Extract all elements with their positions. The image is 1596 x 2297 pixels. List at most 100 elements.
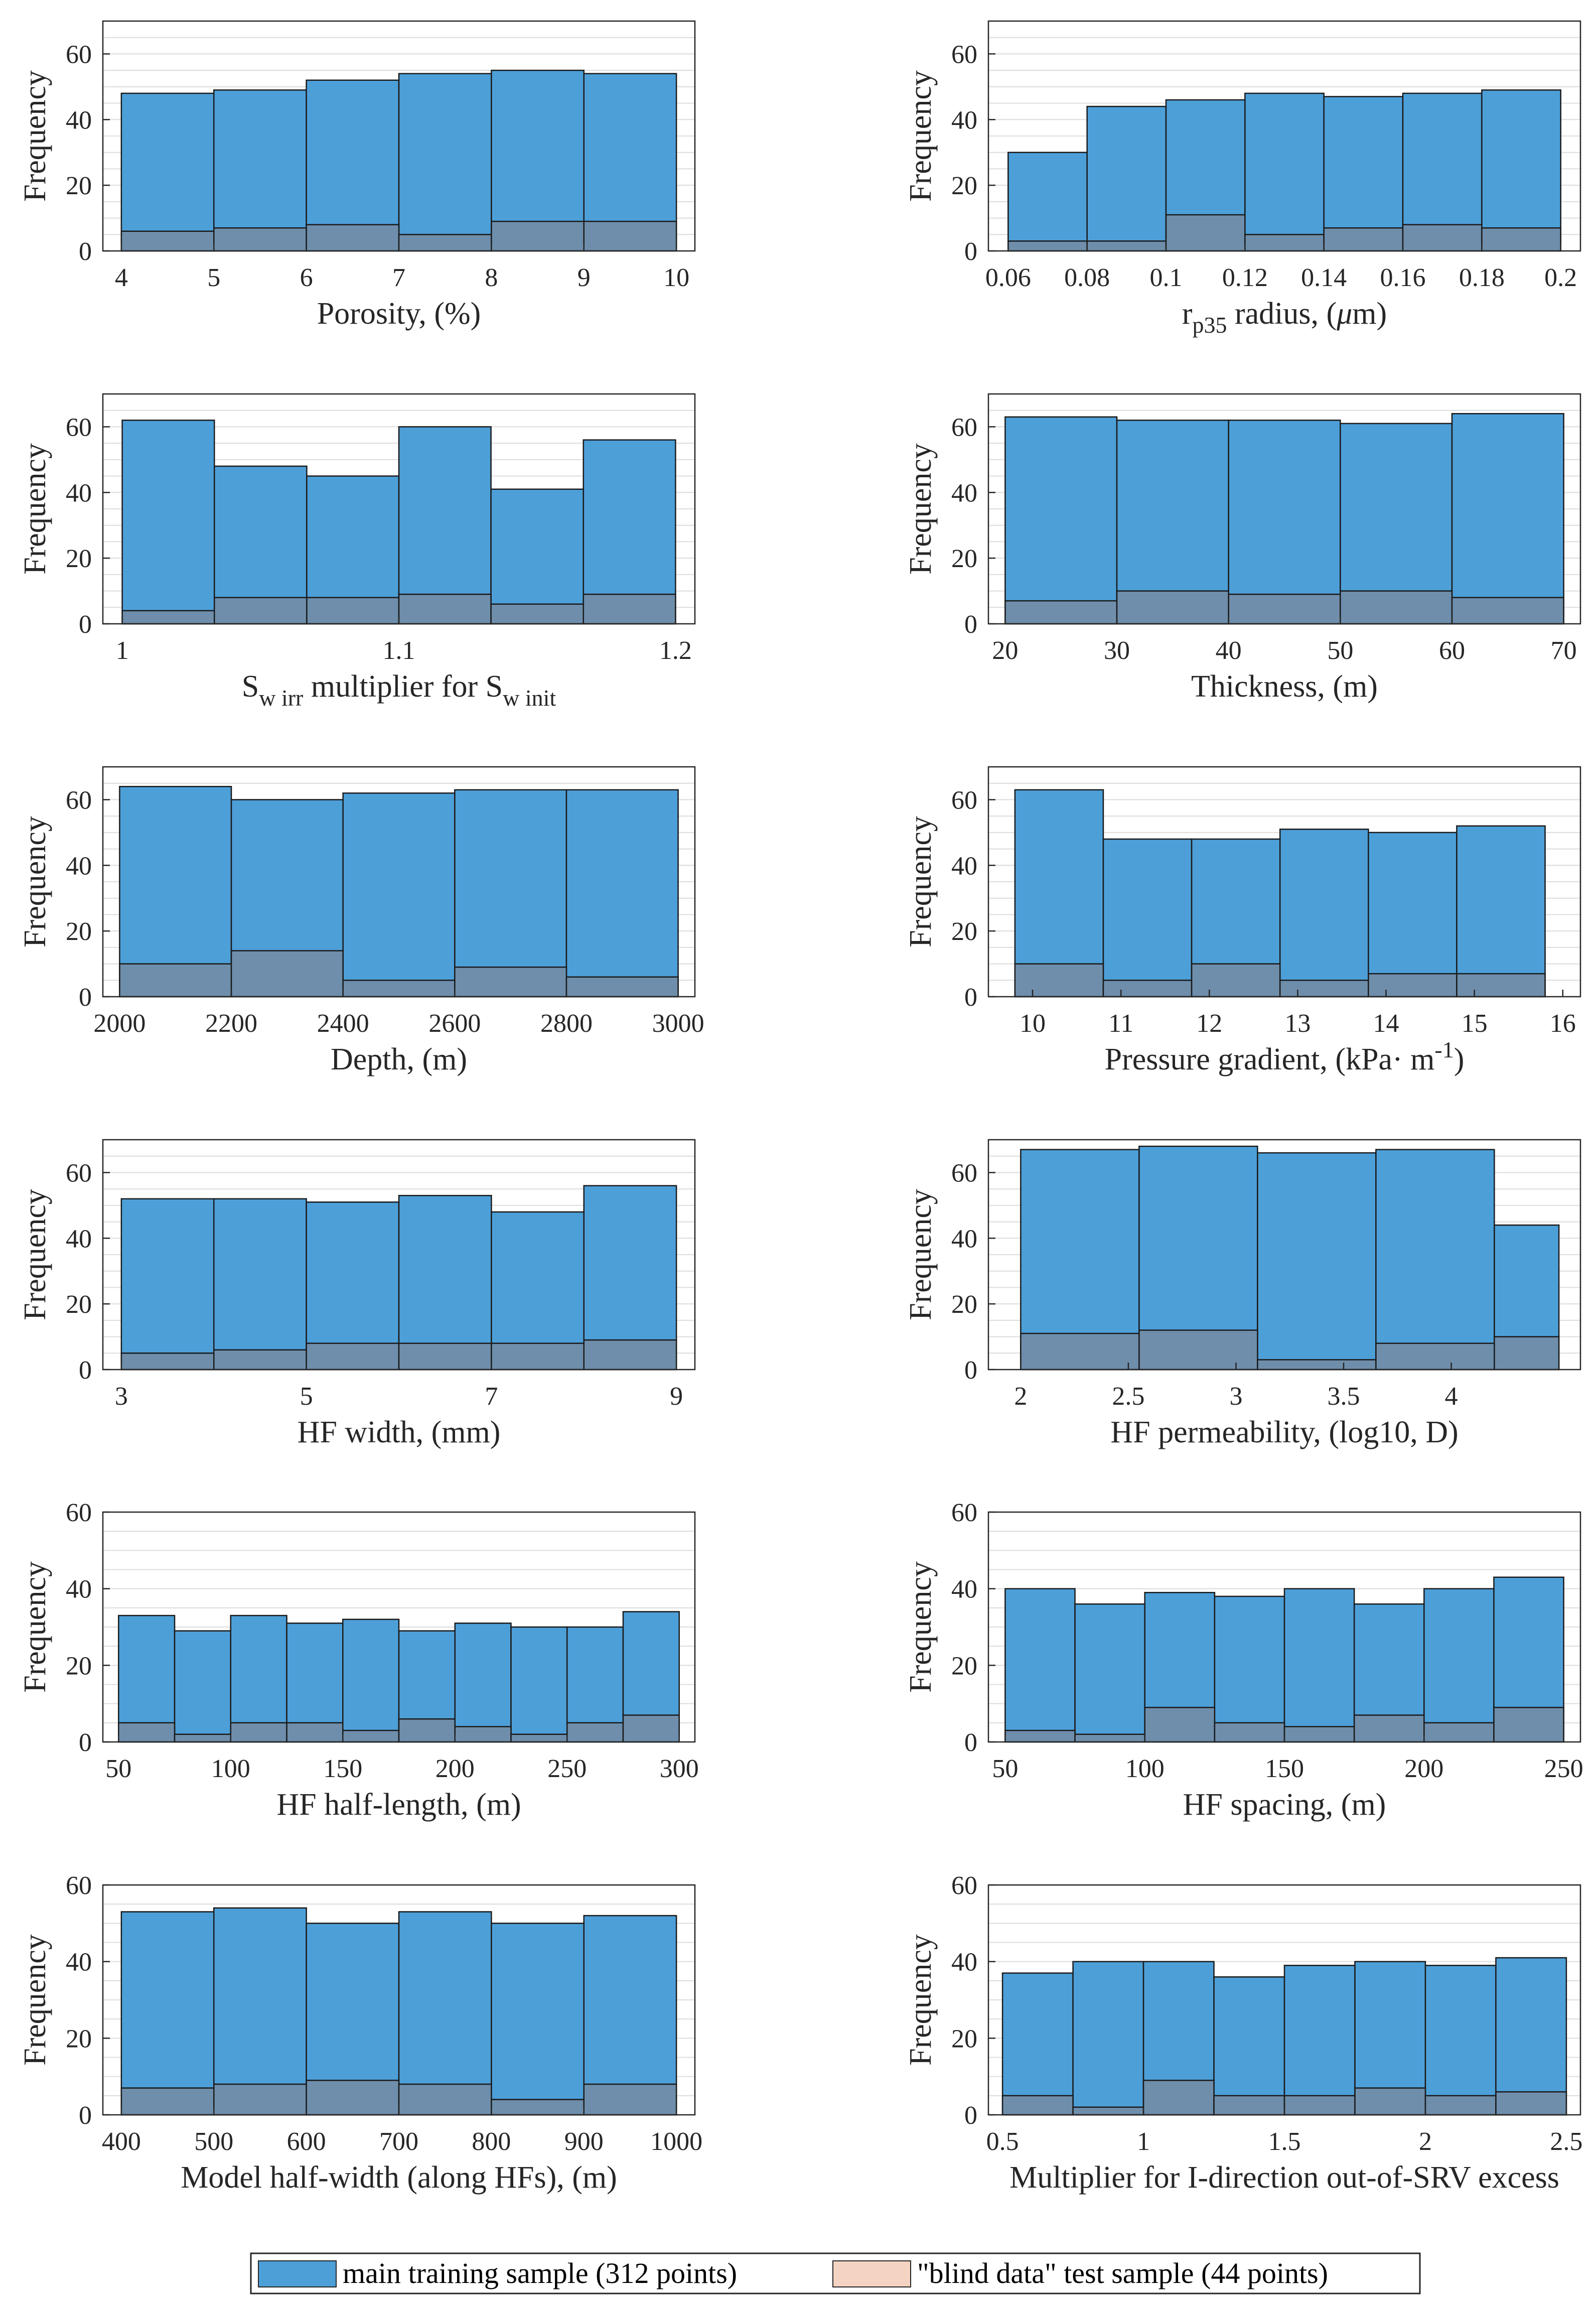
x-tick-label: 8 bbox=[485, 263, 498, 292]
x-axis-label: Sw irr multiplier for Sw init bbox=[242, 669, 556, 711]
histogram-panel: 0 20 40 60 3 5 7 9 Frequency HF width, (mm) bbox=[18, 1139, 696, 1449]
x-axis-label: Thickness, (m) bbox=[1191, 669, 1378, 704]
blind-bar bbox=[491, 220, 585, 252]
y-tick-label: 0 bbox=[964, 1728, 977, 1757]
y-tick-label: 0 bbox=[79, 2101, 92, 2130]
blind-bar bbox=[1368, 973, 1458, 998]
axes-frame bbox=[987, 20, 1581, 252]
main-bar bbox=[1495, 1957, 1567, 2116]
y-tick-label: 40 bbox=[66, 1948, 92, 1977]
x-tick-label: 50 bbox=[992, 1754, 1018, 1783]
x-tick-label: 70 bbox=[1551, 636, 1577, 665]
x-tick-label: 50 bbox=[1327, 636, 1353, 665]
x-tick-label: 300 bbox=[660, 1754, 699, 1783]
blind-bar bbox=[1020, 1332, 1140, 1371]
blind-bar bbox=[213, 1349, 307, 1371]
x-tick-label: 1 bbox=[116, 636, 129, 665]
blind-bar bbox=[120, 230, 215, 252]
y-axis-label: Frequency bbox=[18, 1934, 52, 2066]
y-tick-label: 0 bbox=[964, 237, 977, 266]
x-tick-label: 50 bbox=[105, 1754, 131, 1783]
y-tick-label: 20 bbox=[951, 172, 977, 200]
y-tick-label: 0 bbox=[964, 1356, 977, 1385]
y-tick-label: 20 bbox=[951, 1652, 977, 1680]
y-axis-label: Frequency bbox=[904, 1561, 938, 1693]
x-tick-label: 16 bbox=[1550, 1009, 1576, 1038]
y-tick-label: 60 bbox=[66, 40, 92, 69]
main-bar bbox=[1001, 1972, 1074, 2116]
x-tick-label: 100 bbox=[211, 1754, 250, 1783]
main-bar bbox=[1323, 96, 1404, 252]
y-tick-label: 40 bbox=[951, 1225, 977, 1253]
blind-bar bbox=[510, 1733, 568, 1743]
main-bar bbox=[1456, 825, 1546, 998]
x-tick-label: 40 bbox=[1216, 636, 1242, 665]
axes-frame bbox=[102, 1511, 696, 1743]
y-tick-label: 60 bbox=[66, 1159, 92, 1187]
main-bar bbox=[213, 1907, 307, 2116]
x-tick-label: 10 bbox=[663, 263, 689, 292]
x-tick-label: 60 bbox=[1439, 636, 1465, 665]
x-axis-label: Depth, (m) bbox=[331, 1042, 467, 1076]
x-tick-label: 150 bbox=[323, 1754, 362, 1783]
blind-bar bbox=[1004, 600, 1118, 625]
histogram-panel: 0 20 40 60 10 11 12 13 14 15 16 Frequency Pressure g… bbox=[904, 766, 1581, 1076]
main-bar bbox=[583, 1185, 677, 1371]
x-tick-label: 10 bbox=[1020, 1009, 1046, 1038]
y-tick-label: 0 bbox=[964, 983, 977, 1012]
blind-bar bbox=[1072, 2106, 1144, 2116]
histogram-panel: 0 20 40 60 0.06 0.08 0.1 0.12 0.14 0.16 0.18 0.2 Fre… bbox=[904, 20, 1581, 338]
y-axis-label: Frequency bbox=[18, 1561, 52, 1693]
x-axis-label: Multiplier for I-direction out-of-SRV ex… bbox=[1009, 2160, 1559, 2195]
x-tick-label: 0.1 bbox=[1150, 263, 1183, 292]
main-bar bbox=[398, 1194, 492, 1371]
x-axis-label: Model half-width (along HFs), (m) bbox=[181, 2160, 617, 2195]
x-tick-label: 3 bbox=[115, 1382, 128, 1411]
x-tick-label: 250 bbox=[1544, 1754, 1583, 1783]
x-tick-label: 2.5 bbox=[1112, 1382, 1144, 1411]
blind-bar bbox=[1144, 1707, 1216, 1743]
x-tick-label: 0.06 bbox=[985, 263, 1031, 292]
main-bar bbox=[120, 92, 215, 252]
x-tick-label: 3.5 bbox=[1328, 1382, 1360, 1411]
y-tick-label: 60 bbox=[66, 1871, 92, 1900]
y-axis-label: Frequency bbox=[18, 443, 52, 575]
blind-bar bbox=[583, 593, 676, 625]
x-tick-label: 0.14 bbox=[1301, 263, 1347, 292]
histogram-panel: 0 20 40 60 0.5 1 1.5 2 2.5 Frequency Multiplier fo… bbox=[904, 1871, 1582, 2195]
axes-frame bbox=[102, 766, 696, 998]
blind-bar bbox=[118, 1722, 176, 1743]
y-axis-label: Frequency bbox=[904, 816, 938, 948]
blind-bar bbox=[306, 1342, 400, 1371]
x-tick-label: 200 bbox=[436, 1754, 475, 1783]
x-tick-label: 2600 bbox=[428, 1009, 481, 1038]
blind-bar bbox=[119, 963, 232, 998]
main-bar bbox=[510, 1626, 568, 1743]
blind-bar bbox=[1353, 1714, 1425, 1743]
y-tick-label: 20 bbox=[951, 2024, 977, 2053]
blind-bar bbox=[1116, 590, 1229, 625]
blind-bar bbox=[1495, 2091, 1567, 2116]
y-tick-label: 40 bbox=[66, 1225, 92, 1253]
y-tick-label: 60 bbox=[66, 786, 92, 815]
x-tick-label: 12 bbox=[1196, 1009, 1222, 1038]
main-bar bbox=[306, 1201, 400, 1371]
x-tick-label: 7 bbox=[392, 263, 405, 292]
blind-bar bbox=[565, 976, 679, 998]
x-tick-label: 800 bbox=[472, 2127, 511, 2156]
x-tick-label: 1.1 bbox=[383, 636, 415, 665]
x-tick-label: 1 bbox=[1137, 2127, 1150, 2156]
legend-swatch-main bbox=[258, 2260, 337, 2287]
blind-bar bbox=[1423, 1722, 1495, 1743]
x-axis-label: Porosity, (%) bbox=[317, 297, 481, 331]
x-tick-label: 15 bbox=[1462, 1009, 1488, 1038]
y-tick-label: 40 bbox=[951, 106, 977, 134]
main-bar bbox=[120, 1198, 215, 1371]
y-tick-label: 20 bbox=[66, 1652, 92, 1680]
x-tick-label: 7 bbox=[485, 1382, 498, 1411]
y-tick-label: 0 bbox=[79, 1356, 92, 1385]
blind-bar bbox=[1283, 2095, 1356, 2116]
blind-bar bbox=[342, 980, 456, 998]
blind-bar bbox=[306, 597, 400, 625]
